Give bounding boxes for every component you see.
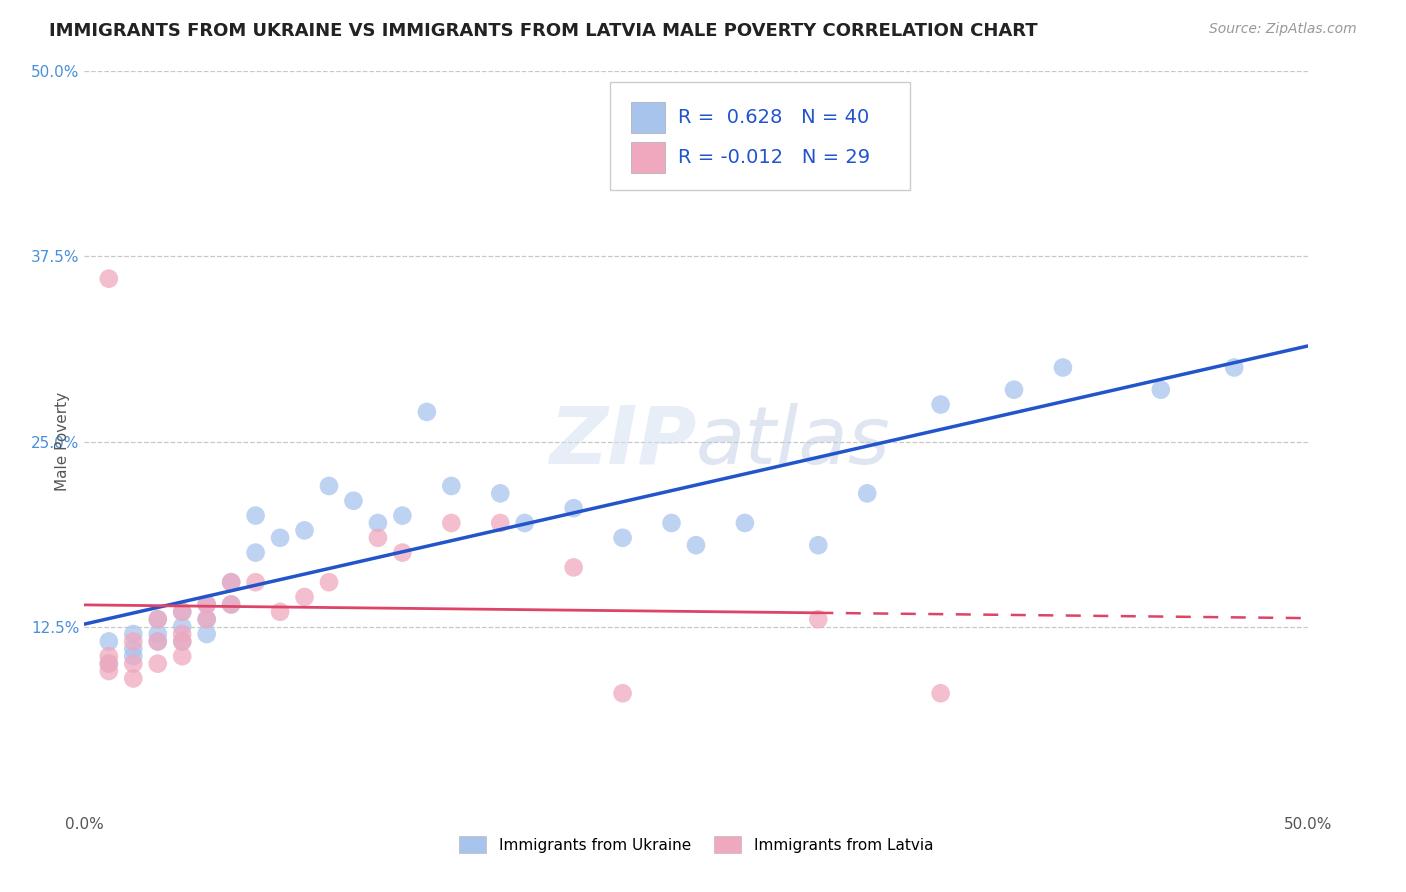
Point — [367, 531, 389, 545]
Point — [269, 605, 291, 619]
Point — [367, 516, 389, 530]
Point — [195, 598, 218, 612]
Text: R =  0.628   N = 40: R = 0.628 N = 40 — [678, 108, 869, 127]
Point — [146, 634, 169, 648]
Point — [513, 516, 536, 530]
Text: atlas: atlas — [696, 402, 891, 481]
Point — [122, 627, 145, 641]
Point — [195, 627, 218, 641]
Text: IMMIGRANTS FROM UKRAINE VS IMMIGRANTS FROM LATVIA MALE POVERTY CORRELATION CHART: IMMIGRANTS FROM UKRAINE VS IMMIGRANTS FR… — [49, 22, 1038, 40]
Point — [195, 612, 218, 626]
Point — [219, 598, 242, 612]
Point — [440, 479, 463, 493]
Point — [172, 619, 194, 633]
Point — [172, 605, 194, 619]
Point — [489, 486, 512, 500]
Point — [219, 598, 242, 612]
Point — [318, 479, 340, 493]
Point — [97, 634, 120, 648]
Point — [122, 634, 145, 648]
Point — [97, 271, 120, 285]
Point — [245, 508, 267, 523]
Point — [97, 649, 120, 664]
Point — [929, 398, 952, 412]
Point — [661, 516, 683, 530]
Point — [1150, 383, 1173, 397]
Point — [122, 657, 145, 671]
Point — [807, 538, 830, 552]
Point — [146, 657, 169, 671]
Point — [172, 627, 194, 641]
Point — [734, 516, 756, 530]
Y-axis label: Male Poverty: Male Poverty — [55, 392, 70, 491]
Point — [489, 516, 512, 530]
FancyBboxPatch shape — [631, 142, 665, 173]
Point — [172, 634, 194, 648]
Point — [172, 605, 194, 619]
Text: R = -0.012   N = 29: R = -0.012 N = 29 — [678, 148, 870, 167]
Point — [1223, 360, 1246, 375]
Point — [391, 546, 413, 560]
Point — [612, 686, 634, 700]
Point — [342, 493, 364, 508]
Legend: Immigrants from Ukraine, Immigrants from Latvia: Immigrants from Ukraine, Immigrants from… — [453, 830, 939, 860]
Point — [929, 686, 952, 700]
Point — [612, 531, 634, 545]
Point — [440, 516, 463, 530]
Point — [146, 612, 169, 626]
Point — [122, 641, 145, 656]
Point — [195, 612, 218, 626]
Point — [195, 598, 218, 612]
Point — [294, 524, 316, 538]
Point — [269, 531, 291, 545]
Point — [318, 575, 340, 590]
Point — [1052, 360, 1074, 375]
Point — [685, 538, 707, 552]
Point — [807, 612, 830, 626]
Point — [122, 649, 145, 664]
Point — [122, 672, 145, 686]
Point — [1002, 383, 1025, 397]
Point — [245, 575, 267, 590]
Point — [416, 405, 439, 419]
Text: Source: ZipAtlas.com: Source: ZipAtlas.com — [1209, 22, 1357, 37]
Point — [97, 657, 120, 671]
Point — [146, 634, 169, 648]
Point — [562, 560, 585, 574]
Point — [97, 664, 120, 678]
Point — [294, 590, 316, 604]
Point — [562, 501, 585, 516]
Point — [172, 649, 194, 664]
Point — [391, 508, 413, 523]
FancyBboxPatch shape — [631, 102, 665, 133]
Point — [146, 612, 169, 626]
Point — [219, 575, 242, 590]
FancyBboxPatch shape — [610, 82, 910, 190]
Point — [172, 634, 194, 648]
Point — [146, 627, 169, 641]
Point — [97, 657, 120, 671]
Point — [856, 486, 879, 500]
Point — [219, 575, 242, 590]
Point — [245, 546, 267, 560]
Text: ZIP: ZIP — [548, 402, 696, 481]
